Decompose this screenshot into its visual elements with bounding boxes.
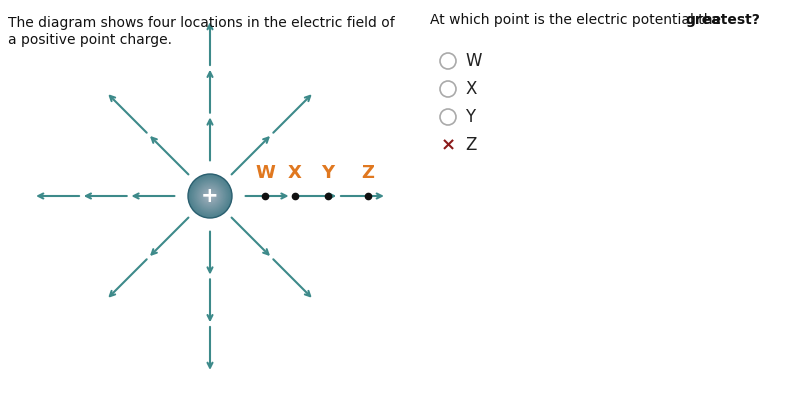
Text: Z: Z	[465, 136, 476, 154]
Circle shape	[191, 177, 229, 215]
Text: Y: Y	[322, 164, 334, 182]
Text: The diagram shows four locations in the electric field of: The diagram shows four locations in the …	[8, 16, 394, 30]
Circle shape	[193, 179, 227, 213]
Circle shape	[209, 194, 211, 197]
Circle shape	[202, 188, 218, 204]
Text: ×: ×	[441, 136, 455, 154]
Circle shape	[197, 183, 223, 209]
Text: At which point is the electric potential the: At which point is the electric potential…	[430, 13, 726, 27]
Circle shape	[195, 181, 225, 211]
Circle shape	[193, 178, 227, 214]
Text: greatest?: greatest?	[686, 13, 760, 27]
Text: Z: Z	[362, 164, 374, 182]
Circle shape	[192, 178, 228, 214]
Circle shape	[200, 186, 220, 206]
Circle shape	[190, 175, 230, 217]
Circle shape	[208, 194, 212, 198]
Text: +: +	[201, 186, 219, 206]
Circle shape	[189, 175, 231, 217]
Text: Y: Y	[465, 108, 475, 126]
Circle shape	[203, 189, 217, 203]
Circle shape	[194, 180, 226, 211]
Circle shape	[204, 190, 216, 202]
Circle shape	[188, 174, 232, 218]
Text: X: X	[465, 80, 476, 98]
Circle shape	[207, 193, 213, 199]
Text: X: X	[288, 164, 302, 182]
Circle shape	[206, 192, 214, 200]
Circle shape	[202, 187, 219, 205]
Circle shape	[190, 176, 230, 216]
Circle shape	[206, 192, 214, 201]
Circle shape	[196, 182, 224, 210]
Circle shape	[198, 184, 222, 208]
Text: W: W	[465, 52, 482, 70]
Text: a positive point charge.: a positive point charge.	[8, 33, 172, 47]
Circle shape	[202, 189, 218, 203]
Circle shape	[198, 184, 222, 208]
Text: W: W	[255, 164, 275, 182]
Circle shape	[194, 180, 226, 212]
Circle shape	[201, 187, 219, 206]
Circle shape	[199, 185, 221, 207]
Circle shape	[205, 191, 215, 201]
